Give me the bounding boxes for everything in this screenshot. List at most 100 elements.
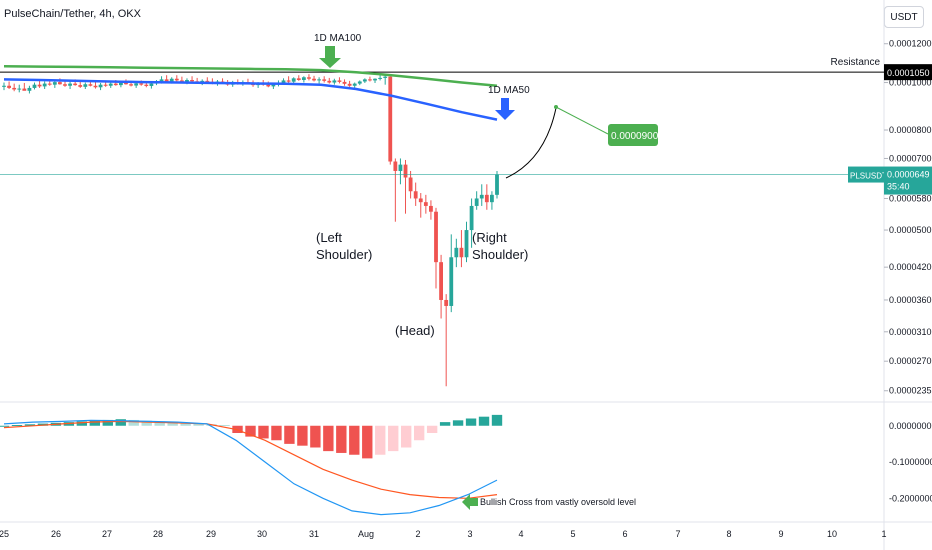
projection-curve [505, 107, 557, 179]
candle-down[interactable] [312, 78, 316, 81]
candle-down[interactable] [47, 83, 52, 85]
candle-down[interactable] [286, 80, 291, 82]
candle-down[interactable] [7, 85, 11, 88]
candle-up[interactable] [281, 80, 286, 83]
candle-up[interactable] [98, 84, 103, 88]
candle-up[interactable] [454, 247, 459, 258]
candle-up[interactable] [108, 83, 113, 86]
candle-up[interactable] [479, 194, 484, 199]
candle-down[interactable] [88, 84, 93, 86]
candle-down[interactable] [78, 85, 83, 87]
candle-down[interactable] [307, 77, 311, 79]
candle-up[interactable] [469, 205, 474, 231]
time-tick-label: 25 [0, 529, 9, 539]
candle-up[interactable] [17, 88, 22, 90]
candle-up[interactable] [185, 79, 189, 82]
candle-down[interactable] [296, 78, 301, 80]
candle-down[interactable] [439, 262, 443, 300]
candle-up[interactable] [464, 230, 469, 258]
time-tick-label: 29 [206, 529, 216, 539]
candle-down[interactable] [459, 247, 464, 258]
candle-down[interactable] [423, 202, 428, 206]
resistance-label: Resistance [831, 57, 881, 68]
candle-up[interactable] [42, 83, 47, 87]
right-shoulder-label-line2: Shoulder) [472, 247, 528, 262]
candle-up[interactable] [378, 77, 383, 79]
candle-down[interactable] [337, 80, 342, 82]
candle-up[interactable] [474, 198, 479, 206]
left-shoulder-label-line1: (Left [316, 230, 342, 245]
candle-up[interactable] [352, 83, 357, 86]
macd-histogram-bar [193, 423, 204, 426]
candle-up[interactable] [159, 79, 164, 82]
price-tick-label: 0.0000580 [889, 193, 932, 203]
ma100-line [3, 64, 498, 88]
candle-up[interactable] [134, 83, 139, 86]
candle-down[interactable] [429, 205, 433, 212]
candle-up[interactable] [362, 79, 367, 82]
candle-up[interactable] [27, 87, 32, 91]
candle-down[interactable] [73, 83, 78, 86]
candle-down[interactable] [37, 84, 42, 87]
candle-up[interactable] [271, 84, 276, 87]
macd-histogram-bar [349, 425, 360, 455]
candle-up[interactable] [118, 82, 123, 86]
candle-up[interactable] [495, 174, 499, 195]
candle-down[interactable] [393, 161, 398, 171]
candle-down[interactable] [266, 84, 271, 87]
candle-up[interactable] [291, 78, 296, 82]
candle-down[interactable] [58, 82, 62, 85]
candle-down[interactable] [368, 79, 372, 81]
candle-down[interactable] [93, 85, 98, 88]
candle-down[interactable] [434, 211, 438, 263]
macd-histogram-bar [413, 425, 425, 441]
candle-down[interactable] [190, 79, 194, 82]
candle-down[interactable] [484, 194, 489, 203]
candle-up[interactable] [317, 79, 322, 81]
candle-up[interactable] [449, 257, 454, 306]
candle-down[interactable] [444, 299, 449, 306]
macd-tick-label: -0.2000000 [889, 493, 932, 503]
candle-up[interactable] [301, 77, 306, 80]
candle-down[interactable] [388, 76, 393, 162]
candle-down[interactable] [139, 83, 144, 85]
target-badge [608, 124, 658, 146]
last-price-badge [884, 166, 932, 195]
bullish-cross-arrow-icon [462, 494, 478, 510]
candle-down[interactable] [113, 83, 118, 86]
candle-down[interactable] [144, 84, 149, 86]
candle-down[interactable] [413, 191, 418, 199]
candle-down[interactable] [322, 79, 327, 81]
candle-down[interactable] [408, 177, 413, 192]
candle-up[interactable] [52, 82, 57, 85]
candle-down[interactable] [103, 84, 108, 86]
candle-up[interactable] [332, 80, 337, 83]
candle-up[interactable] [32, 84, 37, 88]
candle-down[interactable] [12, 87, 17, 90]
candle-down[interactable] [124, 82, 128, 85]
candle-down[interactable] [342, 81, 347, 84]
price-tick-label: 0.0000420 [889, 262, 932, 272]
candle-up[interactable] [373, 78, 377, 81]
candle-down[interactable] [327, 80, 332, 83]
candle-up[interactable] [68, 83, 72, 86]
candle-down[interactable] [22, 88, 27, 91]
candle-up[interactable] [357, 81, 362, 84]
candle-down[interactable] [63, 84, 67, 86]
candle-down[interactable] [403, 164, 408, 178]
candle-down[interactable] [179, 80, 184, 82]
candle-down[interactable] [164, 79, 169, 82]
candle-up[interactable] [83, 84, 88, 87]
candle-down[interactable] [347, 83, 352, 86]
candle-up[interactable] [2, 85, 6, 87]
candle-down[interactable] [174, 78, 179, 81]
candle-up[interactable] [490, 194, 494, 203]
candle-down[interactable] [129, 84, 133, 86]
candle-down[interactable] [205, 80, 210, 82]
candle-up[interactable] [398, 164, 403, 171]
candle-up[interactable] [383, 76, 388, 78]
candle-down[interactable] [418, 198, 423, 203]
candle-up[interactable] [169, 78, 174, 82]
candle-up[interactable] [149, 83, 154, 86]
